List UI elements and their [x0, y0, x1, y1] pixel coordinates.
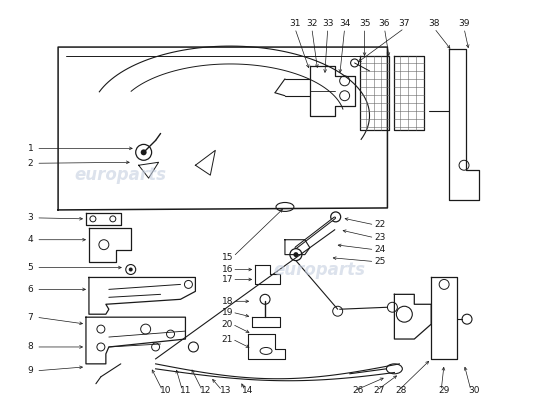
- Text: 14: 14: [243, 386, 254, 395]
- Text: 32: 32: [306, 19, 317, 28]
- Text: 1: 1: [28, 144, 33, 153]
- Text: 30: 30: [468, 386, 480, 395]
- Text: 35: 35: [359, 19, 370, 28]
- Text: 12: 12: [200, 386, 211, 395]
- Text: 13: 13: [219, 386, 231, 395]
- Text: 27: 27: [374, 386, 385, 395]
- Circle shape: [141, 149, 147, 155]
- Text: 9: 9: [28, 366, 33, 375]
- Text: 21: 21: [222, 334, 233, 344]
- Text: 29: 29: [438, 386, 450, 395]
- Text: 28: 28: [395, 386, 407, 395]
- Text: 36: 36: [379, 19, 390, 28]
- Text: 8: 8: [28, 342, 33, 352]
- Text: 5: 5: [28, 263, 33, 272]
- Text: 22: 22: [375, 220, 386, 229]
- Text: 39: 39: [458, 19, 470, 28]
- Text: 24: 24: [375, 245, 386, 254]
- Text: 19: 19: [222, 308, 233, 317]
- Text: europarts: europarts: [75, 166, 167, 184]
- Circle shape: [129, 268, 133, 272]
- Text: 17: 17: [222, 275, 233, 284]
- Circle shape: [293, 252, 299, 257]
- Text: 26: 26: [352, 386, 363, 395]
- Text: 25: 25: [375, 257, 386, 266]
- Text: 20: 20: [222, 320, 233, 329]
- Text: 38: 38: [428, 19, 440, 28]
- Text: 23: 23: [375, 233, 386, 242]
- Text: 33: 33: [322, 19, 333, 28]
- Text: 37: 37: [399, 19, 410, 28]
- Text: 3: 3: [28, 213, 33, 222]
- Text: 4: 4: [28, 235, 33, 244]
- Text: 31: 31: [289, 19, 301, 28]
- Text: 11: 11: [180, 386, 191, 395]
- Text: europarts: europarts: [274, 260, 366, 278]
- Text: 18: 18: [222, 297, 233, 306]
- Text: 34: 34: [339, 19, 350, 28]
- Text: 7: 7: [28, 313, 33, 322]
- Text: 10: 10: [160, 386, 171, 395]
- Text: 16: 16: [222, 265, 233, 274]
- Text: 2: 2: [28, 159, 33, 168]
- Text: 6: 6: [28, 285, 33, 294]
- Text: 15: 15: [222, 253, 233, 262]
